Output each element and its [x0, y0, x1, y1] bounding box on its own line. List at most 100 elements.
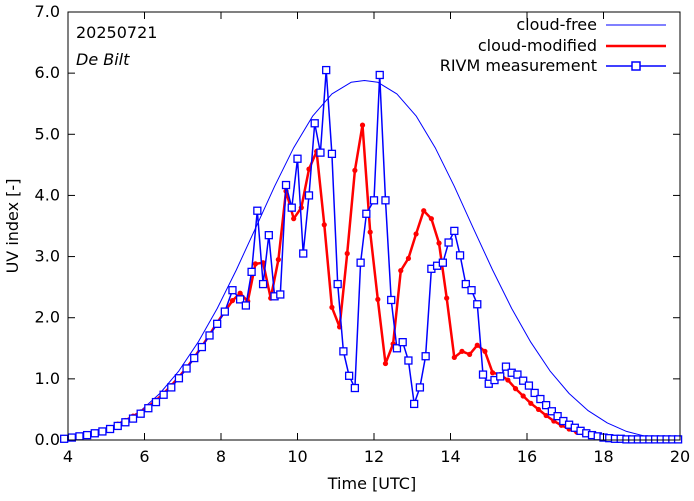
cloud-modified-point	[367, 229, 373, 235]
rivm-measurement-point	[438, 258, 448, 267]
rivm-measurement-point	[287, 203, 296, 212]
rivm-measurement-point	[473, 300, 482, 309]
rivm-measurement-point	[136, 409, 145, 418]
x-tick-label: 6	[139, 447, 149, 466]
cloud-modified-point	[398, 268, 404, 274]
cloud-modified-point	[321, 222, 327, 228]
x-tick-label: 20	[670, 447, 690, 466]
rivm-measurement-point	[220, 307, 229, 316]
rivm-measurement-point	[82, 430, 92, 440]
rivm-measurement-point	[369, 196, 379, 205]
date-annotation: 20250721	[76, 23, 157, 42]
rivm-measurement-point	[258, 279, 268, 289]
rivm-measurement-point	[316, 148, 325, 157]
cloud-modified-point	[474, 342, 480, 348]
rivm-measurement-point	[478, 370, 488, 379]
cloud-modified-point	[505, 377, 511, 383]
rivm-measurement-point	[90, 429, 99, 438]
rivm-measurement-point	[350, 383, 360, 393]
cloud-modified-point	[444, 295, 450, 301]
rivm-measurement-point	[159, 390, 168, 399]
rivm-measurement-point	[501, 362, 511, 371]
y-tick-label: 3.0	[35, 247, 60, 266]
cloud-modified-point	[352, 167, 358, 173]
rivm-measurement-point	[404, 356, 413, 365]
x-tick-label: 16	[517, 447, 537, 466]
cloud-modified-point	[459, 348, 465, 354]
cloud-modified-point	[291, 216, 297, 222]
x-axis-title: Time [UTC]	[327, 474, 416, 493]
rivm-measurement-point	[356, 258, 365, 267]
rivm-measurement-point	[167, 383, 176, 392]
cloud-free-line	[64, 80, 681, 440]
cloud-modified-point	[467, 351, 473, 357]
cloud-modified-point	[428, 216, 434, 222]
rivm-measurement-point	[304, 191, 314, 200]
rivm-measurement-point	[513, 370, 522, 379]
series-layer	[60, 65, 683, 444]
rivm-measurement-point	[228, 286, 237, 295]
x-tick-label: 4	[63, 447, 73, 466]
cloud-modified-point	[237, 290, 243, 296]
rivm-measurement-point	[182, 364, 191, 373]
cloud-modified-point	[520, 393, 526, 399]
y-axis-title: UV index [-]	[3, 179, 22, 274]
rivm-measurement-point	[524, 381, 534, 390]
rivm-measurement-point	[98, 427, 107, 436]
rivm-measurement-point	[235, 295, 245, 304]
rivm-measurement-point	[293, 154, 302, 163]
rivm-measurement-point	[362, 209, 371, 218]
rivm-measurement-point	[536, 394, 545, 404]
rivm-measurement-point	[253, 206, 262, 215]
rivm-measurement-point	[444, 238, 453, 247]
cloud-modified-point	[275, 257, 281, 263]
rivm-measurement-point	[519, 376, 528, 385]
cloud-modified-point	[528, 400, 534, 406]
cloud-modified-point	[543, 412, 549, 419]
rivm-measurement-point	[344, 371, 354, 380]
rivm-measurement-point	[190, 353, 199, 363]
rivm-measurement-point	[281, 180, 291, 190]
rivm-measurement-point	[264, 231, 273, 240]
cloud-modified-point	[535, 406, 542, 413]
cloud-modified-point	[405, 255, 412, 262]
legend-label-cloud-free: cloud-free	[516, 15, 597, 34]
rivm-measurement-point	[205, 331, 214, 340]
rivm-measurement-point	[398, 338, 407, 347]
rivm-measurement-point	[333, 279, 342, 289]
cloud-modified-point	[489, 370, 496, 376]
cloud-modified-point	[382, 360, 389, 367]
rivm-measurement-point	[327, 149, 337, 159]
rivm-measurement-point	[121, 418, 130, 427]
cloud-modified-point	[421, 208, 427, 214]
cloud-modified-point	[482, 348, 488, 354]
rivm-measurement-point	[415, 383, 425, 392]
cloud-modified-point	[252, 261, 259, 267]
y-tick-label: 5.0	[35, 124, 60, 143]
rivm-measurement-point	[392, 344, 402, 353]
rivm-measurement-point	[339, 347, 348, 356]
rivm-measurement-point	[322, 65, 331, 75]
rivm-measurement-point	[553, 412, 562, 421]
rivm-measurement-point	[410, 399, 419, 409]
x-tick-label: 12	[364, 447, 384, 466]
legend-label-rivm: RIVM measurement	[440, 56, 597, 75]
rivm-measurement-point	[541, 400, 551, 410]
y-tick-label: 0.0	[35, 430, 60, 449]
cloud-modified-point	[436, 240, 442, 246]
y-tick-label: 4.0	[35, 185, 60, 204]
rivm-measurement-point	[276, 290, 285, 299]
rivm-measurement-point	[310, 119, 319, 128]
x-tick-label: 8	[216, 447, 226, 466]
rivm-measurement-point	[530, 388, 539, 398]
axis-ticks: 4 6 8 10 12 14 16 18 20 0.0 1.0 2.0 3.0 4.0 5.0 6.0 7.0	[35, 2, 691, 466]
rivm-measurement-point	[75, 432, 84, 441]
rivm-measurement-point	[450, 226, 459, 236]
rivm-measurement-point	[673, 435, 683, 444]
x-tick-label: 14	[440, 447, 460, 466]
legend-marker-rivm	[631, 61, 641, 71]
y-tick-label: 1.0	[35, 369, 60, 388]
cloud-modified-point	[413, 231, 419, 237]
site-annotation: De Bilt	[76, 50, 130, 69]
